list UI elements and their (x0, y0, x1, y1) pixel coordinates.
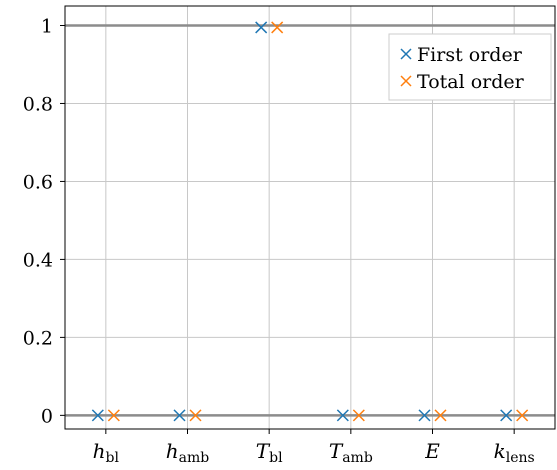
plot-frame (64, 5, 556, 430)
marker-stroke (400, 75, 412, 87)
marker-stroke (255, 21, 268, 34)
x-tick-label: klens (494, 439, 535, 466)
legend-label-total-order: Total order (417, 71, 525, 93)
data-point-first-order (500, 409, 513, 422)
data-point-total-order (434, 409, 447, 422)
data-points (91, 21, 529, 422)
marker-stroke (418, 409, 431, 422)
x-tick-label: Tbl (256, 439, 283, 466)
y-tick-label: 0 (41, 405, 53, 427)
x-tick-label: hbl (93, 439, 120, 466)
data-point-total-order (352, 409, 365, 422)
y-tick-label: 0.6 (23, 171, 53, 193)
marker-stroke (516, 409, 529, 422)
legend-marker-first-order (400, 48, 412, 60)
data-point-total-order (107, 409, 120, 422)
y-tick-label: 0.4 (23, 249, 53, 271)
data-point-total-order (189, 409, 202, 422)
x-tick-label: Tamb (329, 439, 373, 466)
marker-stroke (91, 409, 104, 422)
legend: First order Total order (388, 33, 552, 101)
reference-lines (65, 24, 555, 417)
y-tick-label: 1 (41, 15, 53, 37)
data-point-first-order (336, 409, 349, 422)
y-tick-label: 0.2 (23, 327, 53, 349)
legend-marker-total-order (400, 75, 412, 87)
x-tick-label: hamb (166, 439, 210, 466)
y-tick-label: 0.8 (23, 93, 53, 115)
data-point-first-order (255, 21, 268, 34)
legend-box (388, 33, 552, 101)
marker-stroke (107, 409, 120, 422)
data-point-total-order (271, 21, 284, 34)
legend-label-first-order: First order (417, 44, 523, 66)
marker-stroke (189, 409, 202, 422)
marker-stroke (271, 21, 284, 34)
data-point-first-order (418, 409, 431, 422)
marker-stroke (434, 409, 447, 422)
data-point-first-order (91, 409, 104, 422)
marker-stroke (400, 48, 412, 60)
x-tick-label: E (424, 439, 440, 463)
data-point-first-order (173, 409, 186, 422)
marker-stroke (500, 409, 513, 422)
data-point-total-order (516, 409, 529, 422)
marker-stroke (173, 409, 186, 422)
marker-stroke (336, 409, 349, 422)
marker-stroke (352, 409, 365, 422)
